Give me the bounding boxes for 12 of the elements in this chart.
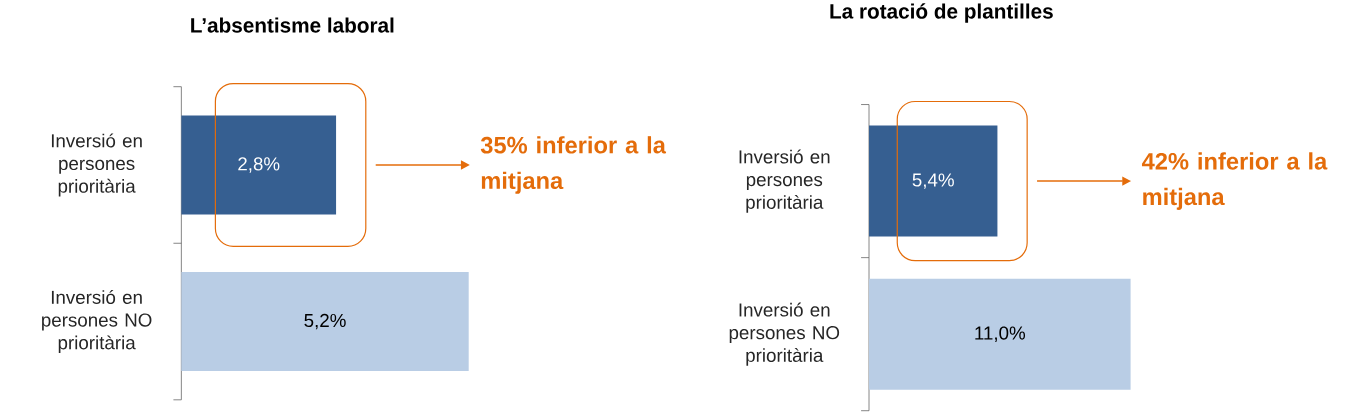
chart-title: L’absentisme laboral (191, 17, 394, 33)
data-label: 5,2% (304, 313, 346, 330)
text: 35% inferior a la mitjana (480, 136, 667, 194)
y-tick-label: Inversió en persones NO prioritària (729, 302, 840, 366)
chart-title: La rotació de plantilles (830, 3, 1053, 23)
y-tick-label: Inversió en persones prioritària (739, 149, 830, 213)
data-label: 11,0% (975, 326, 1026, 342)
y-tick-label: Inversió en persones NO prioritària (42, 289, 152, 354)
data-label: 2,8% (238, 157, 280, 173)
y-tick-label: Inversió en persones prioritària (51, 133, 142, 197)
data-label: 5,4% (912, 173, 954, 189)
text: 42% inferior a la mitjana (1141, 152, 1328, 210)
